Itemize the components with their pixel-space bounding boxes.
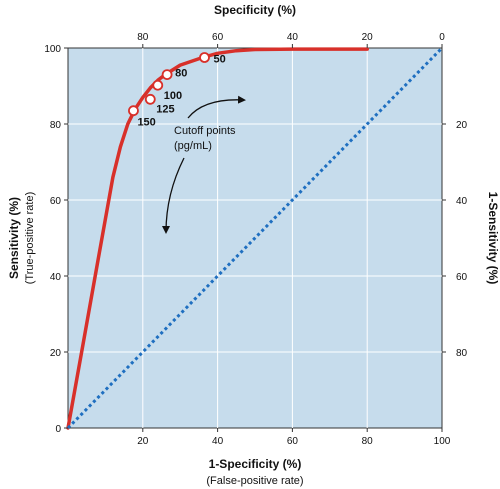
y-tick-label: 100 bbox=[44, 44, 61, 55]
cutoff-point-label: 50 bbox=[214, 54, 226, 66]
cutoff-point-marker bbox=[144, 93, 156, 105]
cutoff-point-marker bbox=[199, 52, 210, 63]
x-tick-label: 40 bbox=[212, 436, 224, 447]
top-tick-label: 80 bbox=[137, 32, 149, 43]
cutoff-point-label: 125 bbox=[156, 103, 174, 115]
y-tick-label: 0 bbox=[55, 424, 61, 435]
annotation-arrow-up bbox=[187, 95, 246, 119]
top-tick-label: 40 bbox=[287, 32, 299, 43]
tick-labels: 20 40 60 80 100 0 20 40 60 80 100 80 60 40 20 0 20 40 60 80 bbox=[44, 32, 467, 447]
annotation-arrow-down bbox=[162, 157, 185, 234]
grid-lines bbox=[68, 48, 442, 428]
y-tick-label: 80 bbox=[50, 120, 62, 131]
x-tick-label: 100 bbox=[434, 436, 451, 447]
x-tick-label: 80 bbox=[362, 436, 374, 447]
cutoff-point-marker bbox=[128, 105, 139, 117]
y-axis-subtitle: (True-positive rate) bbox=[24, 192, 36, 285]
x-axis-title: 1-Specificity (%) bbox=[209, 457, 302, 471]
annotation-line-2: (pg/mL) bbox=[174, 140, 212, 152]
chance-diagonal-line bbox=[66, 46, 444, 430]
right-tick-label: 20 bbox=[456, 120, 468, 131]
top-tick-label: 60 bbox=[212, 32, 224, 43]
right-axis-title: 1-Sensitivity (%) bbox=[486, 192, 500, 285]
y-axis-title: Sensitivity (%) bbox=[7, 197, 21, 279]
top-tick-label: 20 bbox=[362, 32, 374, 43]
right-tick-label: 40 bbox=[456, 196, 468, 207]
cutoff-point-label: 100 bbox=[164, 90, 182, 102]
right-tick-label: 60 bbox=[456, 272, 468, 283]
cutoff-point-marker bbox=[152, 79, 164, 91]
x-axis-subtitle: (False-positive rate) bbox=[206, 475, 303, 487]
top-axis-title: Specificity (%) bbox=[214, 3, 296, 17]
top-tick-label: 0 bbox=[439, 32, 445, 43]
y-tick-label: 20 bbox=[50, 348, 62, 359]
cutoff-point-label: 80 bbox=[175, 68, 187, 80]
y-tick-label: 60 bbox=[50, 196, 62, 207]
x-tick-label: 20 bbox=[137, 436, 149, 447]
cutoff-point-label: 150 bbox=[137, 117, 155, 129]
cutoff-point-marker bbox=[161, 69, 173, 80]
y-tick-label: 40 bbox=[50, 272, 62, 283]
annotation-line-1: Cutoff points bbox=[174, 125, 236, 137]
right-tick-label: 80 bbox=[456, 348, 468, 359]
x-tick-label: 60 bbox=[287, 436, 299, 447]
